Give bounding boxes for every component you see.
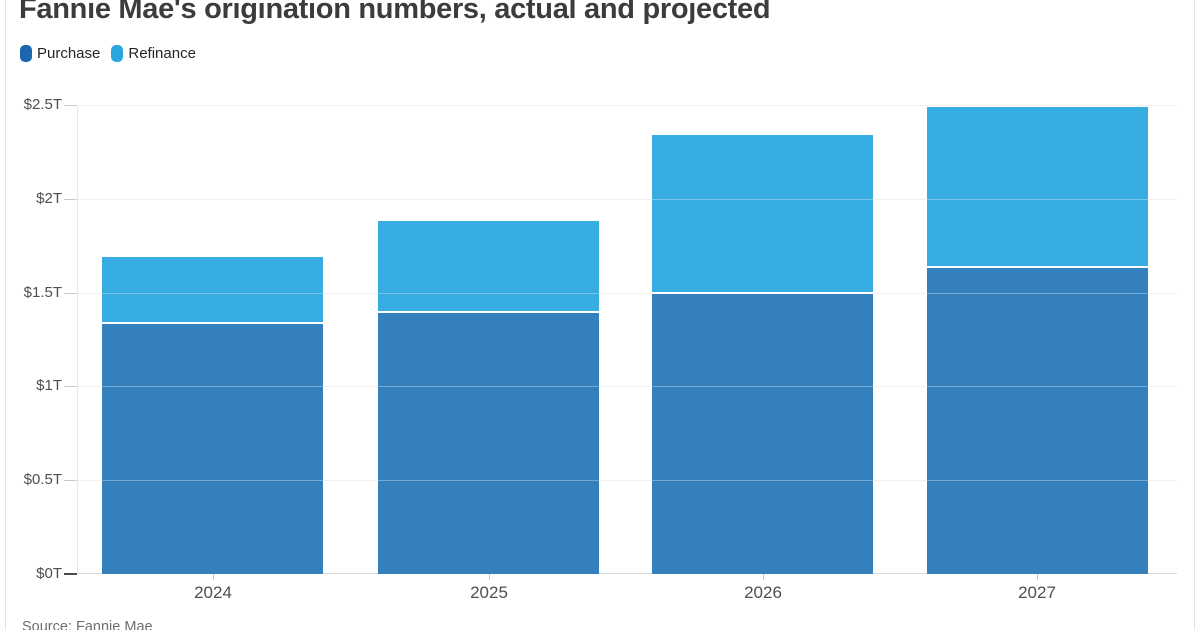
y-axis-tick	[64, 573, 77, 575]
y-gridline	[77, 199, 1177, 200]
y-axis-label: $2.5T	[23, 96, 62, 113]
bar-segment-divider	[378, 311, 599, 313]
bar-segment-purchase-2026	[652, 294, 873, 574]
y-gridline	[77, 105, 1177, 106]
x-axis-label-2024: 2024	[194, 583, 232, 602]
card-right-border	[1194, 0, 1195, 630]
y-axis-tick	[64, 293, 77, 294]
y-gridline-overlay	[77, 105, 1177, 106]
legend-item-label: Purchase	[37, 45, 101, 62]
x-axis-tick	[489, 574, 490, 580]
y-axis-label: $0T	[36, 565, 62, 582]
legend-item-label: Refinance	[128, 45, 196, 62]
y-axis-tick	[64, 105, 77, 106]
y-axis-label: $0.5T	[23, 471, 62, 488]
y-axis-line	[77, 105, 78, 574]
legend-item-purchase: Purchase	[20, 45, 100, 62]
legend-item-refinance: Refinance	[111, 45, 196, 62]
y-gridline	[77, 480, 1177, 481]
x-axis-baseline	[66, 573, 1177, 574]
x-axis-tick	[1037, 574, 1038, 580]
bar-segment-divider	[652, 292, 873, 294]
purchase-swatch-icon	[20, 45, 32, 62]
bar-segment-purchase-2025	[378, 313, 599, 574]
x-axis-tick	[213, 574, 214, 580]
card-left-border	[5, 0, 6, 630]
y-gridline-overlay	[77, 293, 1177, 294]
x-axis-label-2027: 2027	[1018, 583, 1056, 602]
y-axis-tick	[64, 480, 77, 481]
y-gridline-overlay	[77, 480, 1177, 481]
refinance-swatch-icon	[111, 45, 124, 62]
y-axis-tick	[64, 386, 77, 387]
x-axis-tick	[763, 574, 764, 580]
chart-title: Fannie Mae's origination numbers, actual…	[19, 0, 771, 25]
x-axis-label-2025: 2025	[470, 583, 508, 602]
bar-segment-refinance-2026	[652, 135, 873, 292]
bar-segment-refinance-2025	[378, 221, 599, 311]
bar-segment-refinance-2024	[102, 257, 323, 322]
bar-segment-divider	[927, 266, 1148, 268]
y-axis-tick	[64, 199, 77, 200]
y-gridline-overlay	[77, 386, 1177, 387]
y-axis-label: $1T	[36, 377, 62, 394]
y-axis-label: $1.5T	[23, 284, 62, 301]
x-axis-label-2026: 2026	[744, 583, 782, 602]
source-note: Source: Fannie Mae	[22, 619, 153, 630]
bar-segment-divider	[102, 322, 323, 324]
y-gridline-overlay	[77, 199, 1177, 200]
bar-segment-purchase-2027	[927, 268, 1148, 574]
y-gridline	[77, 386, 1177, 387]
bar-segment-purchase-2024	[102, 324, 323, 574]
y-axis-label: $2T	[36, 190, 62, 207]
bar-segment-refinance-2027	[927, 107, 1148, 266]
legend: Purchase Refinance	[20, 45, 207, 62]
y-gridline	[77, 293, 1177, 294]
